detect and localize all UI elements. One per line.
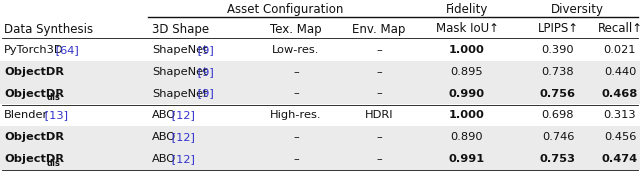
Text: –: – (376, 132, 382, 142)
Text: ShapeNet: ShapeNet (152, 89, 207, 99)
Text: Env. Map: Env. Map (352, 23, 406, 36)
Text: 0.753: 0.753 (540, 154, 576, 164)
Text: Data Synthesis: Data Synthesis (4, 23, 93, 36)
Text: 0.738: 0.738 (541, 67, 574, 77)
Bar (0, 83, 640, 104)
Text: ABO: ABO (152, 154, 176, 164)
Text: Fidelity: Fidelity (446, 3, 488, 16)
Text: Tex. Map: Tex. Map (270, 23, 322, 36)
Text: 0.474: 0.474 (602, 154, 638, 164)
Text: 0.440: 0.440 (604, 67, 636, 77)
Text: ObjectDR: ObjectDR (4, 89, 64, 99)
Text: [13]: [13] (41, 110, 68, 120)
Text: –: – (293, 154, 299, 164)
Text: –: – (376, 45, 382, 55)
Text: 0.468: 0.468 (602, 89, 638, 99)
Text: 0.756: 0.756 (540, 89, 576, 99)
Text: 0.895: 0.895 (451, 67, 483, 77)
Text: dis: dis (46, 159, 60, 168)
Text: –: – (376, 89, 382, 99)
Text: [9]: [9] (195, 89, 214, 99)
Text: ShapeNet: ShapeNet (152, 45, 207, 55)
Text: 0.021: 0.021 (604, 45, 636, 55)
Text: –: – (293, 67, 299, 77)
Text: LPIPS↑: LPIPS↑ (538, 23, 579, 36)
Text: ShapeNet: ShapeNet (152, 67, 207, 77)
Text: [9]: [9] (195, 67, 214, 77)
Text: 0.890: 0.890 (451, 132, 483, 142)
Text: [64]: [64] (52, 45, 79, 55)
Text: dis: dis (46, 93, 60, 102)
Text: ObjectDR: ObjectDR (4, 154, 64, 164)
Text: High-res.: High-res. (270, 110, 322, 120)
Text: 3D Shape: 3D Shape (152, 23, 209, 36)
Text: 0.456: 0.456 (604, 132, 636, 142)
Text: [9]: [9] (195, 45, 214, 55)
Bar (0, 126, 640, 148)
Text: Mask IoU↑: Mask IoU↑ (435, 23, 499, 36)
Text: Blender: Blender (4, 110, 48, 120)
Text: ObjectDR: ObjectDR (4, 132, 64, 142)
Bar (0, 61, 640, 83)
Text: 0.313: 0.313 (604, 110, 636, 120)
Text: [12]: [12] (168, 132, 195, 142)
Text: [12]: [12] (168, 154, 195, 164)
Text: 1.000: 1.000 (449, 110, 485, 120)
Text: 0.746: 0.746 (542, 132, 574, 142)
Text: –: – (376, 67, 382, 77)
Text: HDRI: HDRI (365, 110, 394, 120)
Text: 0.990: 0.990 (449, 89, 485, 99)
Text: –: – (293, 89, 299, 99)
Text: 0.698: 0.698 (541, 110, 574, 120)
Text: Diversity: Diversity (550, 3, 604, 16)
Text: Low-res.: Low-res. (272, 45, 320, 55)
Text: Asset Configuration: Asset Configuration (227, 3, 343, 16)
Text: ABO: ABO (152, 132, 176, 142)
Bar (0, 148, 640, 170)
Text: 0.991: 0.991 (449, 154, 485, 164)
Text: ABO: ABO (152, 110, 176, 120)
Text: PyTorch3D: PyTorch3D (4, 45, 63, 55)
Text: [12]: [12] (168, 110, 195, 120)
Text: 1.000: 1.000 (449, 45, 485, 55)
Text: ObjectDR: ObjectDR (4, 67, 64, 77)
Text: –: – (293, 132, 299, 142)
Text: –: – (376, 154, 382, 164)
Text: Recall↑: Recall↑ (597, 23, 640, 36)
Text: 0.390: 0.390 (541, 45, 574, 55)
